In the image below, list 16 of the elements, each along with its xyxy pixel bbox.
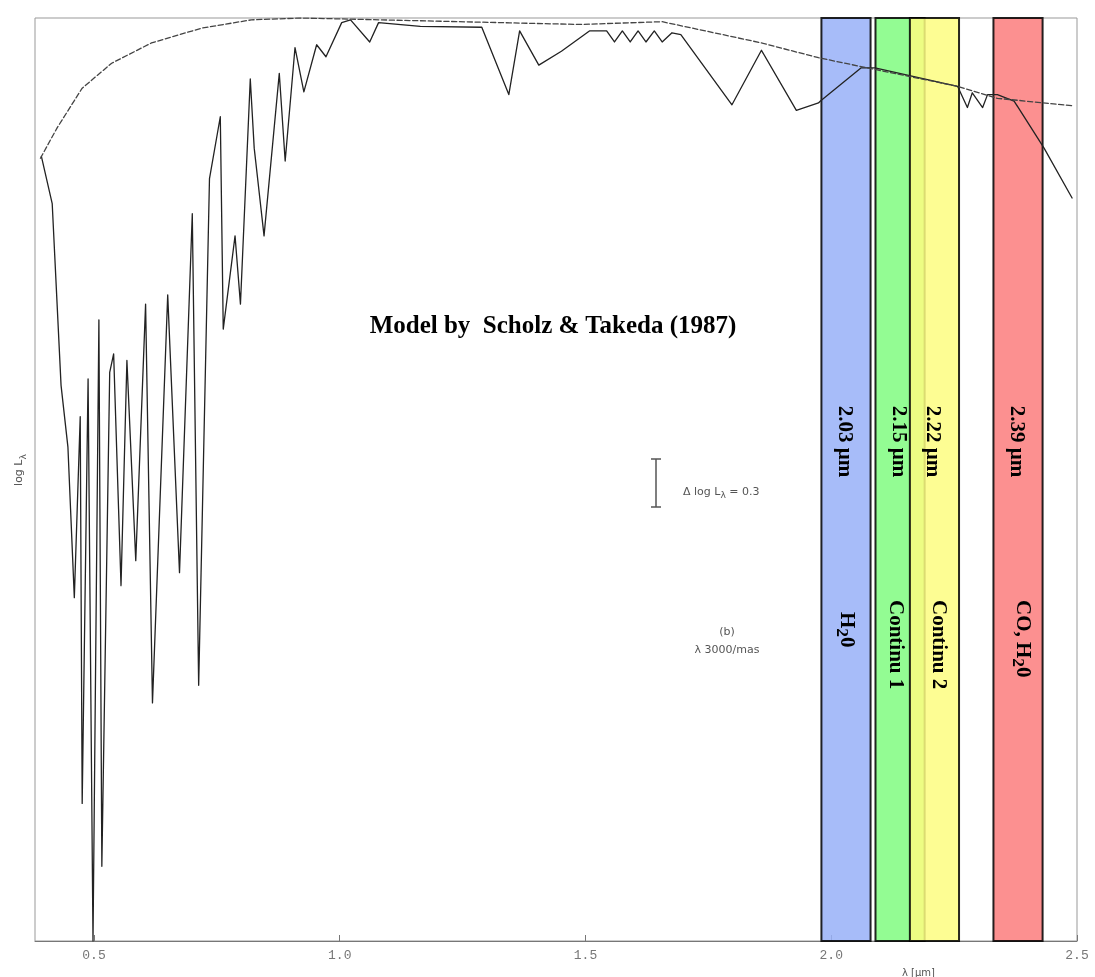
annotation: λ 3000/mas [694, 642, 760, 657]
annotation: Continu 1 [884, 600, 909, 690]
band-label: 2.03 µm [833, 405, 858, 478]
x-axis-title: λ [µm] [902, 966, 936, 977]
x-tick-label: 1.0 [328, 948, 352, 963]
x-tick-label: 2.5 [1065, 948, 1089, 963]
x-tick-label: 1.5 [573, 948, 598, 963]
annotation: (b) [719, 624, 735, 639]
band-label: 2.39 µm [1006, 405, 1031, 478]
annotation: Continu 2 [927, 600, 952, 690]
band-label: 2.22 µm [922, 405, 947, 478]
x-tick-label: 2.0 [819, 948, 843, 963]
band-label: 2.15 µm [888, 405, 913, 478]
x-tick-label: 0.5 [82, 948, 106, 963]
annotation: Model by Scholz & Takeda (1987) [369, 311, 737, 339]
annotation: Δ log L$_{λ}$ = 0.3 [683, 484, 760, 501]
